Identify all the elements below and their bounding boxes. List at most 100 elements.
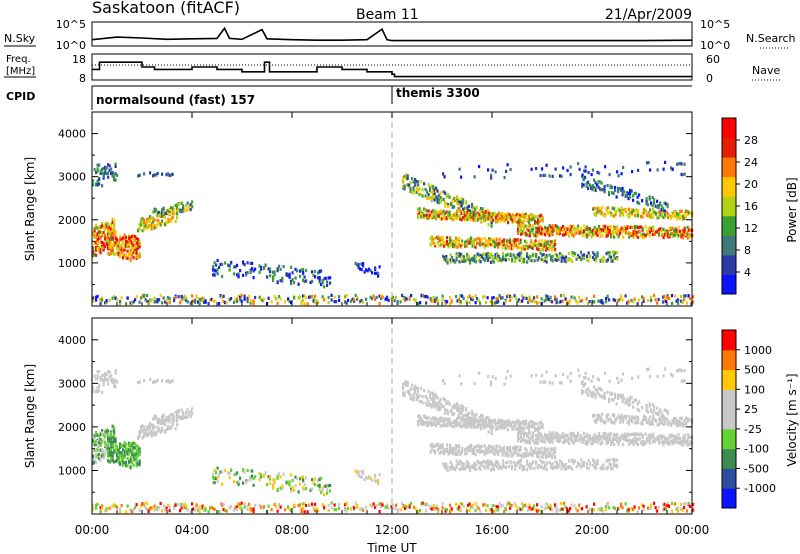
range-cell — [456, 424, 459, 428]
range-cell — [438, 408, 441, 412]
range-cell — [435, 217, 438, 221]
range-cell — [116, 244, 119, 249]
range-cell — [633, 505, 636, 509]
range-cell — [321, 295, 324, 299]
range-cell — [545, 462, 548, 466]
range-cell — [525, 422, 528, 426]
range-cell — [542, 451, 545, 455]
range-cell — [459, 300, 462, 304]
range-cell — [656, 301, 659, 305]
range-cell — [610, 225, 613, 229]
range-cell — [487, 459, 490, 463]
range-cell — [212, 475, 215, 480]
range-cell — [536, 258, 539, 262]
range-cell — [287, 297, 290, 301]
range-cell — [378, 472, 381, 477]
range-cell — [536, 509, 539, 513]
range-cell — [628, 215, 631, 219]
range-cell — [490, 421, 493, 425]
range-cell — [577, 162, 580, 166]
range-cell — [446, 508, 449, 512]
range-cell — [456, 209, 459, 213]
range-cell — [420, 209, 423, 213]
range-cell — [119, 462, 122, 466]
range-cell — [433, 195, 436, 199]
range-cell — [135, 456, 138, 460]
range-cell — [493, 464, 496, 468]
range-cell — [590, 230, 593, 234]
range-cell — [105, 299, 108, 303]
range-cell — [126, 256, 129, 260]
range-cell — [98, 437, 101, 441]
range-cell — [683, 230, 686, 234]
range-cell — [107, 235, 110, 240]
range-cell — [637, 214, 640, 218]
range-cell — [534, 215, 537, 219]
range-cell — [108, 436, 111, 440]
range-cell — [493, 467, 496, 472]
range-cell — [533, 451, 536, 455]
range-cell — [120, 243, 123, 248]
range-cell — [468, 216, 471, 220]
range-cell — [502, 420, 505, 424]
range-cell — [484, 466, 487, 470]
range-cell — [234, 265, 237, 269]
range-cell — [677, 213, 680, 217]
range-cell — [652, 210, 655, 214]
range-cell — [453, 447, 456, 451]
range-cell — [197, 508, 200, 512]
velocity-heatmap — [92, 367, 695, 514]
range-cell — [594, 181, 597, 185]
range-cell — [429, 393, 432, 397]
range-cell — [570, 295, 573, 299]
range-cell — [545, 455, 548, 460]
range-cell — [517, 212, 520, 216]
range-cell — [164, 423, 167, 427]
range-cell — [180, 294, 183, 299]
range-cell — [489, 216, 492, 220]
range-cell — [93, 449, 96, 453]
range-cell — [302, 486, 305, 490]
range-cell — [459, 200, 462, 204]
range-cell — [107, 450, 110, 454]
range-cell — [415, 397, 418, 401]
range-cell — [457, 462, 460, 466]
range-cell — [522, 454, 525, 458]
range-cell — [96, 454, 99, 458]
range-cell — [429, 242, 432, 246]
range-cell — [123, 440, 126, 445]
range-cell — [631, 225, 634, 229]
range-cell — [599, 299, 602, 303]
range-cell — [168, 219, 171, 223]
range-cell — [537, 427, 540, 431]
range-cell — [648, 197, 651, 201]
range-cell — [586, 466, 589, 470]
range-cell — [540, 455, 543, 459]
range-cell — [173, 296, 176, 300]
range-cell — [110, 240, 113, 245]
range-cell — [123, 444, 126, 448]
range-cell — [110, 245, 113, 250]
range-cell — [503, 301, 506, 306]
range-cell — [531, 507, 534, 511]
range-cell — [104, 435, 107, 439]
range-cell — [194, 506, 197, 510]
range-cell — [483, 421, 486, 426]
range-cell — [243, 263, 246, 267]
range-cell — [601, 206, 604, 210]
range-cell — [655, 211, 658, 215]
range-cell — [402, 185, 405, 189]
range-cell — [447, 203, 450, 207]
range-cell — [484, 425, 487, 429]
range-cell — [138, 254, 141, 258]
range-cell — [506, 453, 509, 457]
range-cell — [102, 174, 105, 178]
range-cell — [653, 293, 656, 297]
range-cell — [421, 215, 424, 219]
range-cell — [156, 222, 159, 226]
range-cell — [449, 240, 452, 244]
range-cell — [652, 225, 655, 229]
range-cell — [318, 278, 321, 282]
range-cell — [476, 448, 479, 452]
range-cell — [543, 446, 546, 450]
